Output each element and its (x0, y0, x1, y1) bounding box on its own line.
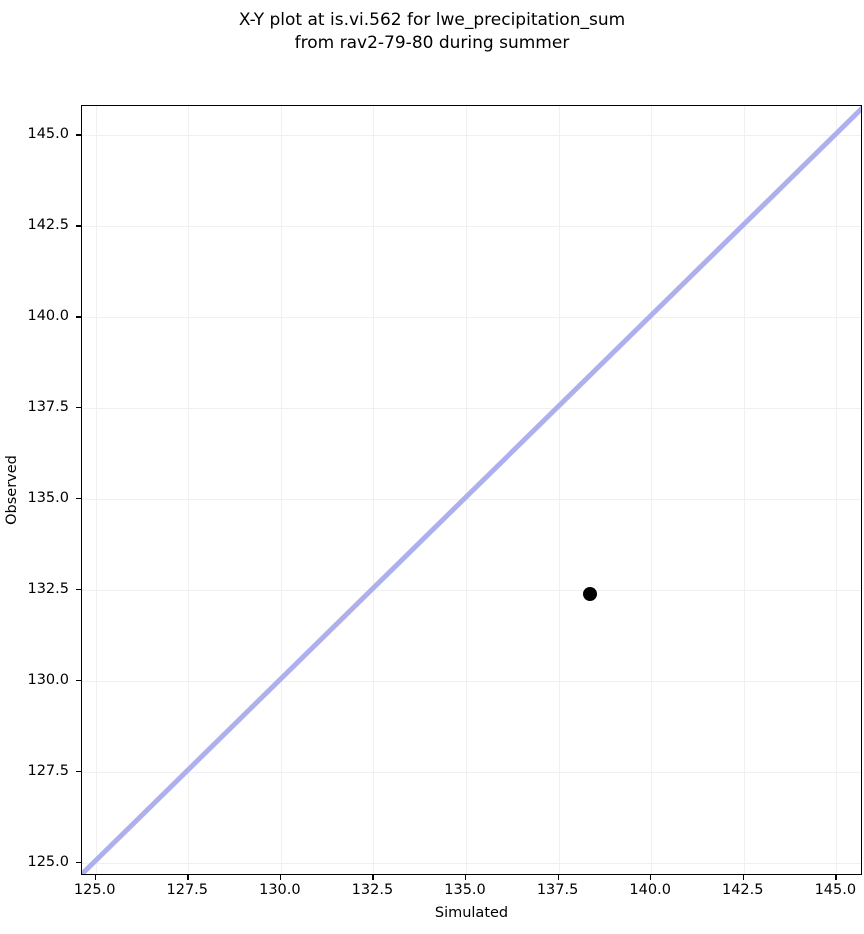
y-tick-label: 142.5 (27, 217, 69, 234)
x-tick-mark (465, 875, 467, 880)
x-tick-mark (835, 875, 837, 880)
gridline-horizontal (82, 589, 861, 591)
y-tick-label: 130.0 (27, 671, 69, 688)
y-axis-label-wrapper: Observed (0, 105, 24, 875)
x-tick-label: 145.0 (814, 882, 857, 898)
x-tick-label: 140.0 (629, 882, 671, 898)
y-tick-mark (76, 861, 81, 863)
chart-title: X-Y plot at is.vi.562 for lwe_precipitat… (238, 10, 626, 53)
y-tick-label: 135.0 (27, 489, 69, 506)
x-tick-label: 125.0 (73, 882, 116, 898)
data-point-marker (583, 586, 598, 601)
x-tick-mark (372, 875, 374, 880)
x-tick-label: 132.5 (351, 882, 394, 898)
y-tick-label: 127.5 (27, 762, 69, 779)
x-tick-mark (94, 875, 96, 880)
x-tick-mark (279, 875, 282, 880)
gridline-horizontal (82, 135, 861, 137)
x-tick-mark (742, 875, 745, 880)
one-to-one-line (82, 106, 861, 874)
gridline-horizontal (82, 862, 861, 864)
x-tick-label: 142.5 (721, 882, 764, 898)
plot-area (81, 105, 862, 875)
gridline-vertical (466, 106, 468, 874)
y-tick-mark (76, 679, 81, 682)
x-tick-label: 135.0 (444, 882, 486, 898)
gridline-vertical (743, 106, 745, 874)
gridline-vertical (558, 106, 560, 874)
gridline-vertical (188, 106, 190, 874)
y-tick-label: 125.0 (27, 853, 69, 870)
y-tick-mark (76, 225, 81, 227)
gridline-horizontal (82, 498, 861, 500)
x-tick-mark (187, 875, 189, 880)
y-tick-label: 140.0 (27, 308, 69, 325)
data-layer (82, 106, 861, 874)
x-tick-mark (650, 875, 652, 880)
y-tick-mark (76, 770, 81, 772)
y-tick-label: 137.5 (27, 399, 69, 416)
y-tick-mark (76, 497, 81, 500)
gridline-horizontal (82, 317, 861, 319)
y-tick-label: 145.0 (27, 126, 69, 143)
x-tick-label: 130.0 (259, 882, 301, 898)
gridline-horizontal (82, 408, 861, 410)
y-tick-mark (76, 588, 81, 591)
gridline-vertical (280, 106, 282, 874)
x-axis-label: Simulated (434, 905, 509, 921)
gridline-vertical (95, 106, 97, 874)
x-tick-label: 137.5 (536, 882, 579, 898)
gridline-horizontal (82, 771, 861, 773)
y-axis-label: Observed (4, 455, 20, 525)
gridline-horizontal (82, 226, 861, 228)
gridline-vertical (373, 106, 375, 874)
gridline-horizontal (82, 680, 861, 682)
gridline-vertical (651, 106, 653, 874)
gridline-vertical (836, 106, 838, 874)
y-tick-mark (76, 407, 81, 409)
y-tick-mark (76, 316, 81, 318)
y-tick-label: 132.5 (27, 580, 69, 597)
y-tick-mark (76, 134, 81, 136)
x-tick-label: 127.5 (166, 882, 209, 898)
gridlines (82, 106, 861, 874)
x-tick-mark (557, 875, 559, 880)
